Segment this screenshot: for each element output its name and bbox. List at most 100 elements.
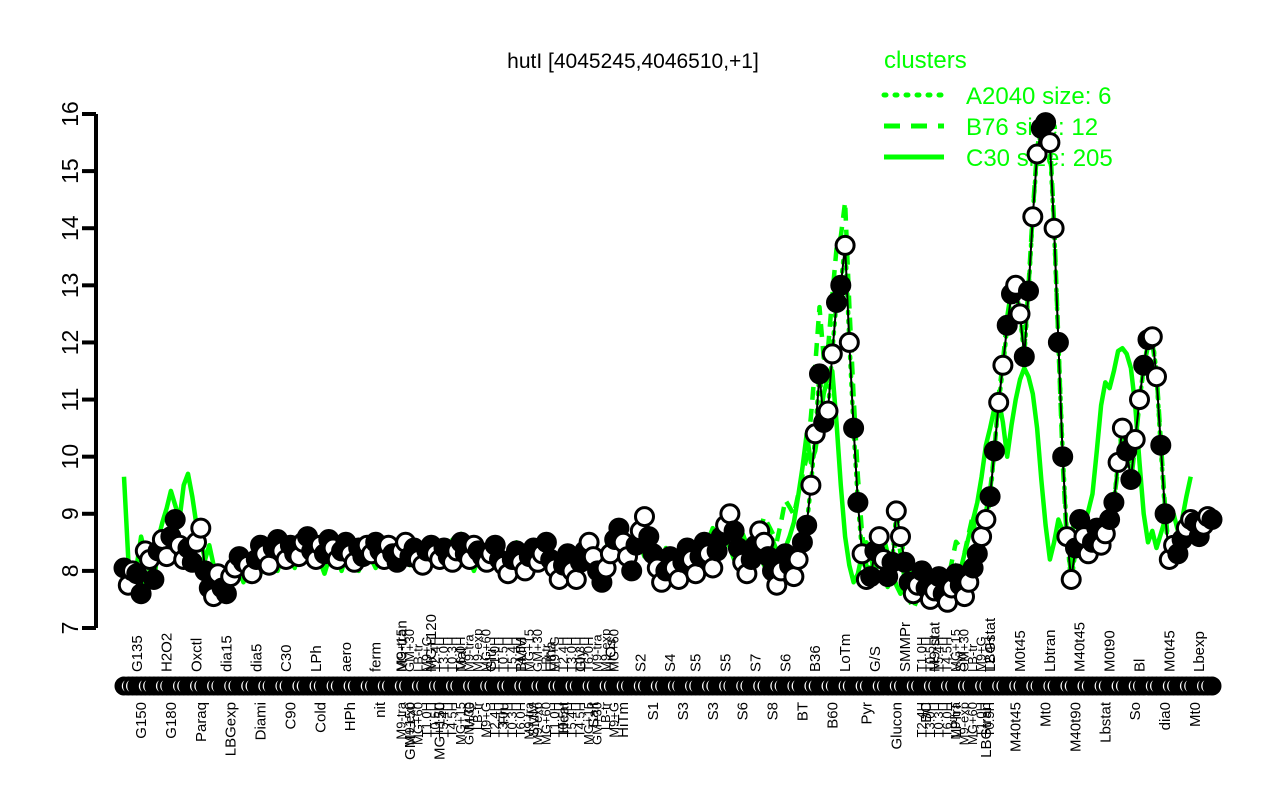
data-point-open	[971, 526, 993, 548]
legend-item-a2040[interactable]: A2040 size: 6	[881, 83, 1111, 110]
y-tick-label: 13	[57, 273, 83, 299]
x-label-upper: T0.3H	[573, 637, 588, 672]
x-label-lower: GM+150	[402, 702, 419, 760]
x-label-upper: T5.4H	[931, 637, 946, 672]
x-label-lower: S3	[705, 702, 722, 720]
x-label-upper: C30	[278, 644, 295, 672]
y-tick-label: 15	[57, 158, 83, 184]
x-label-lower: GM+30	[590, 702, 605, 745]
x-label-lower: G180	[163, 702, 180, 739]
data-point-filled	[1047, 331, 1069, 353]
x-label-lower: T6.0H	[939, 702, 954, 737]
x-label-lower: Mt0	[1038, 702, 1055, 727]
x-label-lower: T2.4H	[487, 702, 502, 737]
x-label-upper: G135	[129, 635, 146, 672]
data-point-filled	[911, 560, 933, 582]
x-label-lower: nit	[372, 701, 389, 718]
data-point-filled	[809, 363, 830, 385]
x-label-upper: M0t90	[1102, 630, 1119, 672]
x-label-upper: MG+15	[521, 629, 536, 672]
x-label-upper: Sw	[952, 651, 969, 672]
x-label-upper: T2.4H	[982, 637, 997, 672]
x-label-lower: MG+15	[453, 702, 468, 745]
x-axis-labels-upper: G135 H2O2 Oxctl dia15 dia5 C30 LPh aero ferm M9-t…	[129, 614, 1208, 672]
x-label-lower: M9+G	[479, 702, 494, 738]
data-point-filled	[638, 526, 660, 548]
x-label-lower: Heat	[555, 701, 572, 734]
x-label-upper: M9+G	[974, 636, 989, 672]
data-point-open	[719, 503, 741, 525]
x-axis-marker-band	[114, 676, 1222, 696]
data-point-open	[685, 563, 707, 585]
x-label-upper: LoTm	[837, 634, 854, 672]
data-point-filled	[796, 514, 818, 536]
x-label-lower: GM+30	[462, 702, 477, 745]
x-label-lower: B60	[824, 702, 841, 729]
data-point-open	[817, 400, 839, 422]
x-label-upper: Oxctl	[189, 638, 206, 672]
x-label-upper: H2O2	[159, 633, 176, 672]
x-label-lower: LPhT	[948, 702, 965, 738]
x-label-upper: T3.0H	[436, 637, 451, 672]
data-point-filled	[1154, 503, 1176, 525]
data-point-filled	[535, 531, 557, 553]
x-label-upper: Etha	[543, 640, 560, 672]
x-label-upper: T0.3H	[445, 637, 460, 672]
legend-label-a2040: A2040 size: 6	[966, 83, 1111, 110]
x-label-lower: S3	[675, 702, 692, 720]
x-label-upper: T3.0H	[564, 637, 579, 672]
x-label-lower: T3.0H	[922, 702, 937, 737]
data-point-open	[783, 566, 805, 588]
x-label-lower: M40t90	[1067, 702, 1084, 752]
x-label-lower: G150	[133, 702, 150, 739]
x-label-upper: M9-stat	[927, 621, 944, 672]
x-label-upper: S6	[777, 654, 794, 672]
x-label-upper: M0t45	[1012, 630, 1029, 672]
x-label-upper: T4.5H	[513, 637, 528, 672]
data-point-filled	[1133, 354, 1155, 376]
x-label-upper: SMMPr	[897, 622, 914, 672]
x-label-lower: T0.5H	[982, 702, 997, 737]
data-point-filled	[1120, 469, 1142, 490]
series-gene-markers	[113, 112, 1223, 613]
x-label-upper: G/S	[867, 646, 884, 672]
x-label-upper: T4.5H	[939, 637, 954, 672]
x-label-upper: S4	[662, 654, 679, 672]
x-condition-marker[interactable]	[1202, 676, 1222, 696]
data-point-filled	[621, 560, 643, 582]
x-label-upper: aero	[338, 642, 355, 672]
x-label-lower: M9-exp	[402, 702, 417, 745]
x-label-upper: S2	[632, 654, 649, 672]
data-point-open	[190, 517, 212, 539]
data-point-open	[868, 526, 890, 548]
x-label-upper: dia15	[218, 635, 235, 672]
data-point-open	[1022, 206, 1044, 228]
x-label-lower: M9-tra	[948, 701, 963, 739]
x-label-upper: T2.4H	[555, 637, 570, 672]
x-label-upper: T0.5H	[922, 637, 937, 672]
y-tick-label: 9	[57, 507, 83, 520]
data-point-filled	[830, 274, 852, 296]
y-axis: 7 8 9 10 11 12 13 14 15 16	[57, 101, 98, 634]
x-label-lower: M9-tra	[393, 701, 408, 739]
x-label-upper: GM+30	[402, 629, 417, 672]
x-label-upper: HiOs	[602, 639, 619, 672]
x-label-upper: T6.0H	[453, 637, 468, 672]
x-label-lower: Lbstat	[1097, 701, 1114, 743]
data-point-filled	[1150, 434, 1172, 456]
data-point-filled	[843, 417, 865, 439]
x-label-lower: Paraq	[193, 702, 210, 742]
x-label-upper: LBGstat	[982, 617, 999, 672]
x-label-upper: M0t45	[1161, 630, 1178, 672]
x-label-lower: dia0	[1157, 702, 1174, 730]
x-label-upper: T5.4H	[504, 637, 519, 672]
x-label-lower: Salt	[585, 701, 602, 728]
data-point-open	[992, 354, 1014, 376]
y-tick-label: 12	[57, 330, 83, 356]
x-label-upper: GM+30	[957, 629, 972, 672]
x-label-lower: MG+60	[410, 702, 425, 745]
x-label-lower: So	[1127, 702, 1144, 720]
x-label-lower: M/G	[462, 702, 479, 730]
data-point-open	[702, 557, 724, 579]
data-point-filled	[983, 440, 1005, 462]
